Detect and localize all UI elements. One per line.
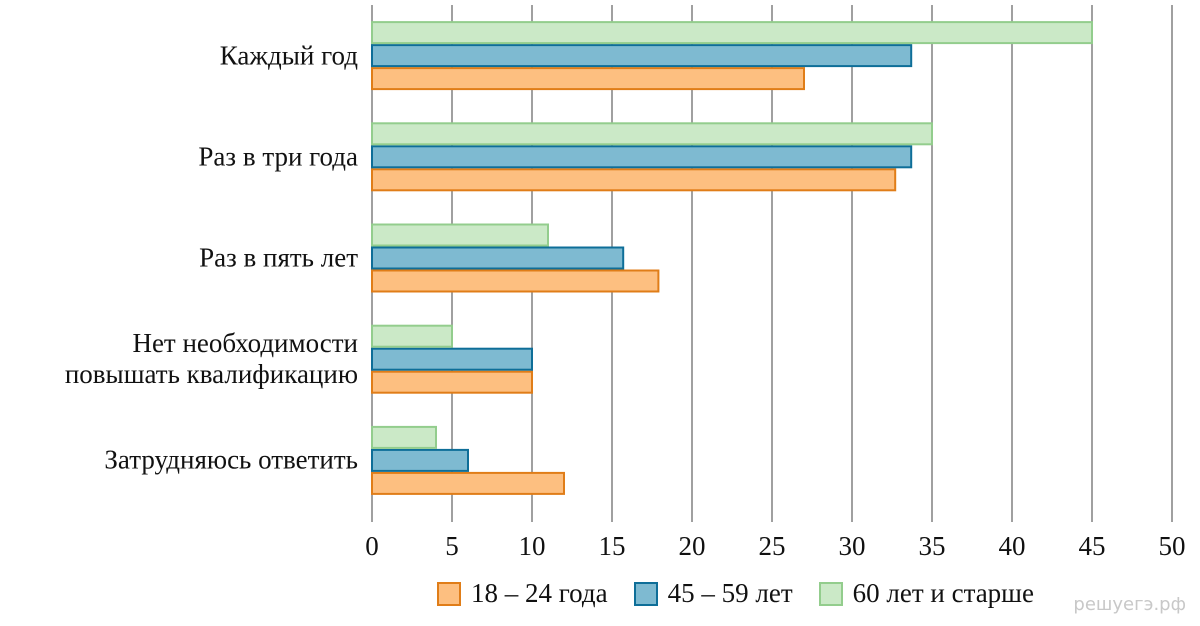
x-tick-label: 40 xyxy=(999,531,1026,561)
bar xyxy=(371,324,453,348)
legend-swatch xyxy=(437,581,461,606)
bar xyxy=(371,246,625,270)
legend-item: 45 – 59 лет xyxy=(633,578,793,609)
watermark: решуегэ.рф xyxy=(1073,594,1186,615)
bar xyxy=(371,471,565,495)
category-label: Нет необходимости повышать квалификацию xyxy=(64,328,358,390)
bar xyxy=(371,21,1093,45)
legend-label: 60 лет и старше xyxy=(852,578,1034,608)
legend-item: 18 – 24 года xyxy=(437,578,608,609)
bar xyxy=(371,425,437,449)
category-label: Затрудняюсь ответить xyxy=(104,444,358,475)
bar xyxy=(371,122,933,146)
category-label: Раз в три года xyxy=(198,141,358,172)
bar xyxy=(371,67,805,91)
bar xyxy=(371,347,533,371)
x-tick-label: 35 xyxy=(919,531,946,561)
x-tick-label: 50 xyxy=(1159,531,1186,561)
bar xyxy=(371,145,913,169)
legend-swatch xyxy=(633,581,658,606)
x-tick-label: 20 xyxy=(679,531,706,561)
bar xyxy=(371,223,549,247)
bar xyxy=(371,370,533,394)
x-tick-label: 25 xyxy=(759,531,786,561)
bar xyxy=(371,269,660,293)
x-tick-label: 45 xyxy=(1079,531,1106,561)
legend-label: 45 – 59 лет xyxy=(667,578,793,608)
legend: 18 – 24 года 45 – 59 лет 60 лет и старше xyxy=(437,578,1034,609)
category-label: Раз в пять лет xyxy=(199,242,358,273)
x-tick-label: 10 xyxy=(519,531,546,561)
legend-swatch xyxy=(818,581,843,606)
bar xyxy=(371,448,469,472)
bar xyxy=(371,168,897,192)
legend-label: 18 – 24 года xyxy=(471,578,608,608)
bar xyxy=(371,44,913,68)
x-tick-label: 0 xyxy=(365,531,379,561)
x-tick-label: 15 xyxy=(599,531,626,561)
legend-item: 60 лет и старше xyxy=(818,578,1034,609)
x-tick-label: 5 xyxy=(445,531,459,561)
category-label: Каждый год xyxy=(219,40,358,71)
x-tick-label: 30 xyxy=(839,531,866,561)
